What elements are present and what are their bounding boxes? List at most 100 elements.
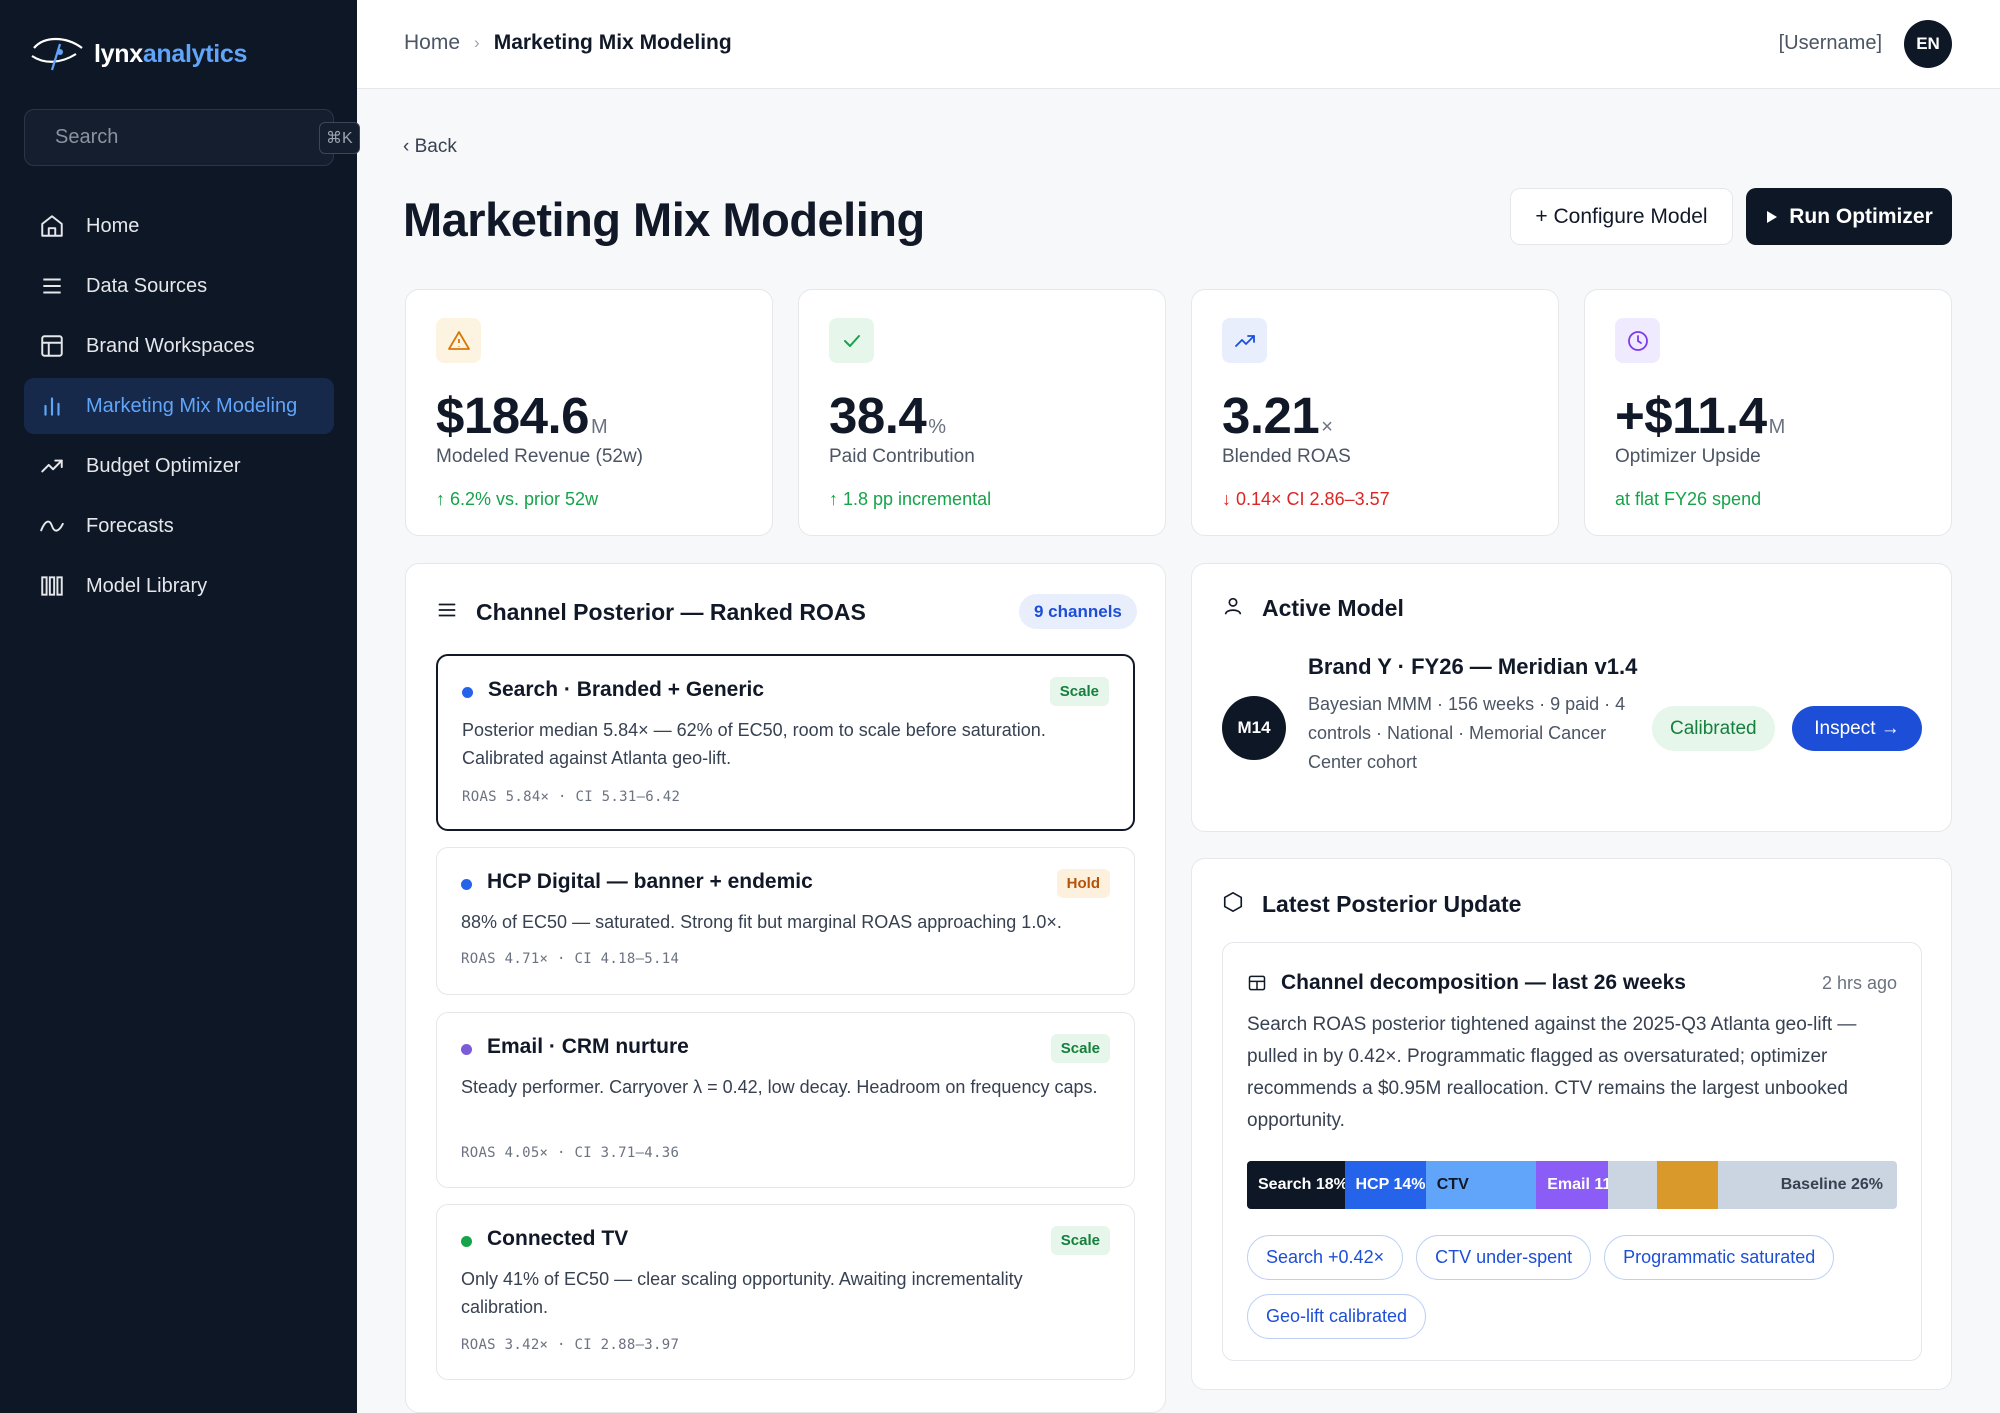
table-icon bbox=[1247, 973, 1267, 998]
stacked-bar-segment bbox=[1607, 1161, 1657, 1209]
channel-name: Connected TV bbox=[487, 1227, 629, 1250]
kpi-unit: M bbox=[1768, 416, 1786, 438]
channel-card-hcp-digital[interactable]: HCP Digital — banner + endemic Hold 88% … bbox=[436, 847, 1135, 995]
search-shortcut: ⌘K bbox=[319, 122, 360, 154]
channel-status-badge: Scale bbox=[1050, 1226, 1110, 1255]
sidebar-item-label: Budget Optimizer bbox=[86, 454, 241, 477]
kpi-value: $184.6 M bbox=[436, 386, 608, 445]
model-name: Brand Y · FY26 — Meridian v1.4 bbox=[1308, 654, 1638, 679]
sidebar-item-marketing-mix-modeling[interactable]: Marketing Mix Modeling bbox=[24, 378, 334, 434]
channel-metrics: ROAS 5.84× · CI 5.31–6.42 bbox=[462, 789, 681, 805]
run-optimizer-button[interactable]: Run Optimizer bbox=[1746, 188, 1952, 245]
kpi-card-blended-roas: 3.21 × Blended ROAS ↓ 0.14× CI 2.86–3.57 bbox=[1191, 289, 1559, 536]
sidebar-item-budget-optimizer[interactable]: Budget Optimizer bbox=[24, 438, 334, 494]
trend-up-icon bbox=[38, 452, 66, 480]
stacked-bar-segment: HCP 14% bbox=[1344, 1161, 1426, 1209]
channel-name: Email · CRM nurture bbox=[487, 1035, 689, 1058]
channel-dot bbox=[462, 687, 473, 698]
kpi-number: $184.6 bbox=[436, 387, 590, 444]
wave-icon bbox=[38, 512, 66, 540]
active-model-header: Active Model bbox=[1222, 595, 1404, 622]
kpi-card-optimizer-upside: +$11.4 M Optimizer Upside at flat FY26 s… bbox=[1584, 289, 1952, 536]
channel-status-badge: Hold bbox=[1056, 869, 1110, 898]
sidebar-item-label: Brand Workspaces bbox=[86, 334, 255, 357]
sidebar-item-home[interactable]: Home bbox=[24, 198, 334, 254]
sidebar-item-data-sources[interactable]: Data Sources bbox=[24, 258, 334, 314]
stacked-bar-segment bbox=[1471, 1161, 1537, 1209]
run-optimizer-label: Run Optimizer bbox=[1789, 204, 1933, 228]
channel-card-connected-tv[interactable]: Connected TV Scale Only 41% of EC50 — cl… bbox=[436, 1204, 1135, 1380]
decomposition-timestamp: 2 hrs ago bbox=[1821, 973, 1897, 993]
posterior-update-title: Latest Posterior Update bbox=[1262, 891, 1522, 917]
kpi-label: Paid Contribution bbox=[829, 446, 975, 467]
topbar: Home › Marketing Mix Modeling [Username]… bbox=[357, 0, 2000, 89]
channel-count-badge: 9 channels bbox=[1019, 594, 1137, 629]
model-description: Bayesian MMM · 156 weeks · 9 paid · 4 co… bbox=[1308, 694, 1626, 772]
list-icon bbox=[436, 599, 458, 626]
kpi-delta: at flat FY26 spend bbox=[1615, 489, 1762, 509]
kpi-value: 38.4 % bbox=[829, 386, 946, 445]
channel-card-search[interactable]: Search · Branded + Generic Scale Posteri… bbox=[436, 654, 1135, 831]
kpi-unit: % bbox=[928, 416, 947, 438]
trend-up-icon bbox=[1222, 318, 1267, 363]
logo[interactable]: lynxanalytics bbox=[30, 34, 247, 74]
channel-panel-header: Channel Posterior — Ranked ROAS bbox=[436, 599, 866, 626]
channel-name: Search · Branded + Generic bbox=[488, 678, 765, 701]
lynx-eye-logo-icon bbox=[31, 37, 83, 71]
configure-model-button[interactable]: + Configure Model bbox=[1510, 188, 1733, 245]
channel-dot bbox=[461, 1236, 472, 1247]
avatar[interactable]: EN bbox=[1904, 20, 1952, 68]
stacked-bar-segment bbox=[1656, 1161, 1719, 1209]
username[interactable]: [Username] bbox=[1778, 32, 1882, 54]
insight-pill[interactable]: Programmatic saturated bbox=[1604, 1235, 1835, 1280]
channel-description: Only 41% of EC50 — clear scaling opportu… bbox=[461, 1269, 1023, 1317]
sidebar-item-model-library[interactable]: Model Library bbox=[24, 558, 334, 614]
kpi-delta: ↑ 1.8 pp incremental bbox=[829, 489, 992, 509]
kpi-unit: × bbox=[1321, 416, 1333, 438]
sidebar-item-label: Marketing Mix Modeling bbox=[86, 394, 298, 417]
insight-pills: Search +0.42× CTV under-spent Programmat… bbox=[1247, 1235, 1897, 1339]
back-link[interactable]: ‹ Back bbox=[403, 136, 457, 157]
channel-name: HCP Digital — banner + endemic bbox=[487, 870, 813, 893]
sidebar-item-forecasts[interactable]: Forecasts bbox=[24, 498, 334, 554]
channel-status-badge: Scale bbox=[1050, 1034, 1110, 1063]
channel-metrics: ROAS 4.05× · CI 3.71–4.36 bbox=[461, 1145, 680, 1161]
search-input[interactable] bbox=[55, 126, 275, 149]
channel-description: 88% of EC50 — saturated. Strong fit but … bbox=[461, 912, 1062, 932]
channel-description: Posterior median 5.84× — 62% of EC50, ro… bbox=[462, 720, 1046, 768]
inspect-button[interactable]: Inspect → bbox=[1792, 706, 1922, 751]
sidebar-item-label: Data Sources bbox=[86, 274, 208, 297]
sidebar-item-label: Model Library bbox=[86, 574, 208, 597]
kpi-value: 3.21 × bbox=[1222, 386, 1333, 445]
kpi-card-modeled-revenue: $184.6 M Modeled Revenue (52w) ↑ 6.2% vs… bbox=[405, 289, 773, 536]
kpi-label: Modeled Revenue (52w) bbox=[436, 446, 644, 467]
posterior-update-header: Latest Posterior Update bbox=[1222, 891, 1521, 918]
warning-icon bbox=[436, 318, 481, 363]
search-box[interactable]: ⌘K bbox=[24, 109, 360, 166]
insight-pill[interactable]: CTV under-spent bbox=[1416, 1235, 1592, 1280]
decomposition-title: Channel decomposition — last 26 weeks bbox=[1281, 971, 1686, 994]
stacked-bar-segment: CTV 10 bbox=[1425, 1161, 1472, 1209]
sidebar-item-label: Home bbox=[86, 214, 140, 237]
insight-pill[interactable]: Geo-lift calibrated bbox=[1247, 1294, 1427, 1339]
decomposition-card: Channel decomposition — last 26 weeks 2 … bbox=[1222, 942, 1922, 1361]
stacked-bar-segment: Search 18% bbox=[1247, 1161, 1345, 1209]
kpi-number: +$11.4 bbox=[1615, 387, 1767, 444]
channel-metrics: ROAS 4.71× · CI 4.18–5.14 bbox=[461, 951, 680, 967]
table-icon bbox=[38, 332, 66, 360]
breadcrumb-home[interactable]: Home bbox=[404, 31, 461, 54]
kpi-delta: ↑ 6.2% vs. prior 52w bbox=[436, 489, 599, 509]
kpi-number: 3.21 bbox=[1222, 387, 1320, 444]
channel-card-email[interactable]: Email · CRM nurture Scale Steady perform… bbox=[436, 1012, 1135, 1188]
channel-description: Steady performer. Carryover λ = 0.42, lo… bbox=[461, 1077, 1098, 1097]
insight-pill[interactable]: Search +0.42× bbox=[1247, 1235, 1404, 1280]
channel-panel-title: Channel Posterior — Ranked ROAS bbox=[476, 599, 866, 625]
channel-dot bbox=[461, 879, 472, 890]
active-model-panel bbox=[1191, 563, 1952, 832]
sidebar-item-brand-workspaces[interactable]: Brand Workspaces bbox=[24, 318, 334, 374]
hexagon-icon bbox=[1222, 891, 1244, 918]
sidebar-item-label: Forecasts bbox=[86, 514, 174, 537]
channel-dot bbox=[461, 1044, 472, 1055]
brand-name: lynxanalytics bbox=[94, 39, 248, 68]
kpi-number: 38.4 bbox=[829, 387, 927, 444]
